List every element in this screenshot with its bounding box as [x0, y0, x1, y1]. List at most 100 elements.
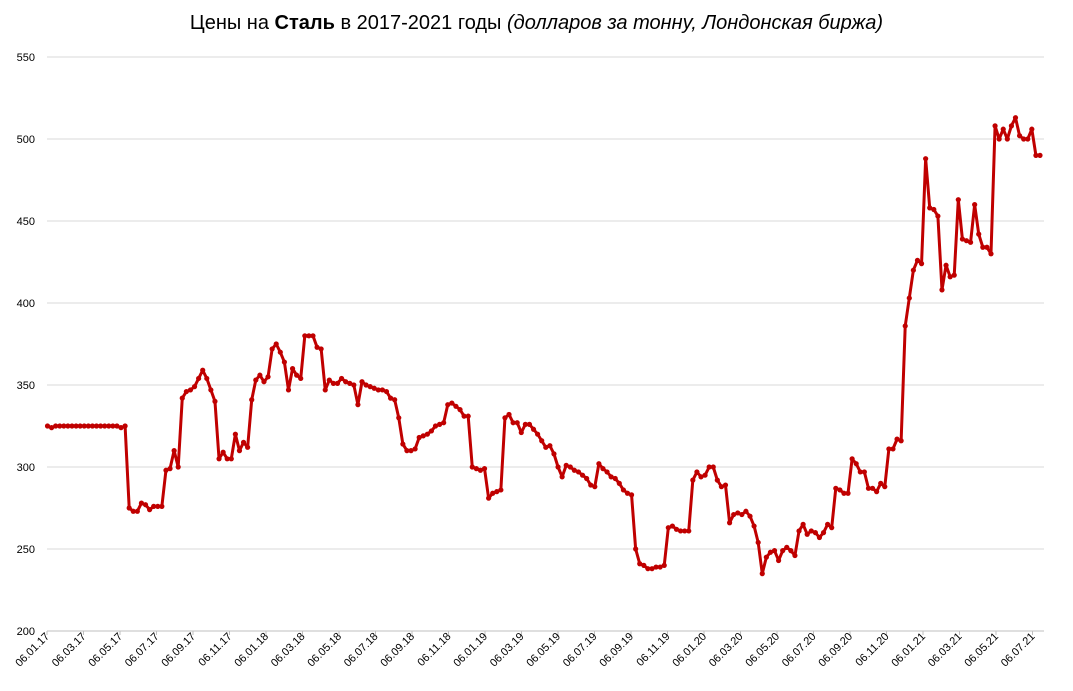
data-point [281, 359, 287, 365]
data-point [890, 446, 896, 452]
data-point [61, 423, 67, 429]
data-point [1000, 126, 1006, 132]
data-point [134, 508, 140, 514]
x-tick-label: 06.07.21 [999, 631, 1038, 670]
data-point [796, 528, 802, 534]
data-point [204, 375, 210, 382]
data-point [1021, 136, 1027, 142]
data-point [416, 434, 422, 441]
data-point [771, 548, 778, 554]
data-point [539, 438, 545, 444]
data-point [776, 557, 782, 564]
data-point [628, 492, 635, 498]
data-point [224, 456, 230, 462]
data-point [453, 403, 459, 409]
data-point [722, 482, 729, 488]
data-point [547, 443, 553, 449]
data-point [110, 423, 116, 429]
data-point [902, 323, 908, 329]
data-point [780, 548, 786, 554]
data-point [698, 474, 704, 480]
data-point [714, 477, 720, 483]
data-point [898, 438, 904, 444]
data-point [355, 402, 361, 408]
data-point [420, 433, 426, 439]
data-point [726, 520, 733, 526]
data-point [457, 407, 463, 413]
data-point [449, 400, 455, 406]
data-point [575, 469, 582, 475]
data-point [343, 379, 349, 385]
data-point [142, 502, 149, 508]
data-point [661, 562, 667, 569]
data-point [910, 267, 916, 273]
data-point [310, 333, 316, 339]
data-point [649, 566, 655, 572]
data-point [359, 379, 365, 385]
data-point [232, 431, 238, 437]
data-point [257, 372, 263, 378]
data-point [138, 500, 145, 506]
data-point [784, 544, 790, 550]
data-point [404, 448, 410, 454]
data-point [992, 123, 998, 129]
x-tick-label: 06.07.18 [342, 631, 381, 670]
data-point [334, 380, 341, 386]
x-tick-label: 06.11.19 [634, 631, 672, 669]
data-point [747, 513, 753, 519]
data-point [326, 377, 332, 383]
x-tick-label: 06.01.21 [889, 631, 928, 670]
data-point [927, 205, 933, 211]
data-point [77, 423, 83, 429]
data-point [473, 466, 479, 472]
data-point [604, 469, 610, 475]
data-point [530, 426, 537, 432]
x-tick-label: 06.11.18 [415, 631, 453, 669]
data-point [571, 467, 577, 473]
data-point [624, 490, 631, 496]
x-tick-label: 06.01.18 [232, 631, 271, 670]
x-tick-label: 06.07.17 [123, 631, 162, 670]
x-tick-label: 06.03.18 [269, 631, 308, 670]
data-point [543, 444, 549, 450]
data-point [179, 395, 185, 401]
data-point [988, 251, 994, 257]
data-point [347, 380, 353, 386]
data-point [682, 528, 688, 534]
data-point [469, 464, 475, 470]
data-point [1008, 123, 1015, 129]
data-point [396, 415, 402, 421]
data-point [236, 448, 243, 454]
data-point [379, 387, 386, 393]
x-tick-label: 06.01.19 [451, 631, 490, 670]
data-point [739, 511, 745, 518]
data-point [878, 480, 884, 486]
data-point [841, 490, 847, 496]
data-point [984, 244, 990, 250]
data-point [338, 375, 345, 382]
data-point [882, 484, 888, 490]
data-point [502, 415, 508, 421]
data-point [81, 423, 87, 429]
data-point [57, 423, 63, 429]
chart-title-commodity: Сталь [274, 12, 335, 34]
data-point [616, 480, 622, 486]
data-point [596, 461, 602, 467]
data-point [976, 231, 982, 237]
data-point [959, 236, 966, 242]
data-point [183, 388, 189, 395]
data-point [686, 528, 692, 534]
data-point [85, 423, 91, 429]
data-point [93, 423, 100, 429]
data-point [706, 464, 712, 470]
data-point [330, 380, 337, 386]
data-point [743, 508, 749, 514]
data-point [155, 503, 161, 509]
data-point [273, 341, 279, 347]
data-point [820, 530, 827, 536]
data-point [73, 423, 79, 429]
data-point [788, 548, 794, 554]
data-point [980, 244, 986, 250]
data-point [371, 385, 377, 391]
data-point [1037, 152, 1043, 158]
